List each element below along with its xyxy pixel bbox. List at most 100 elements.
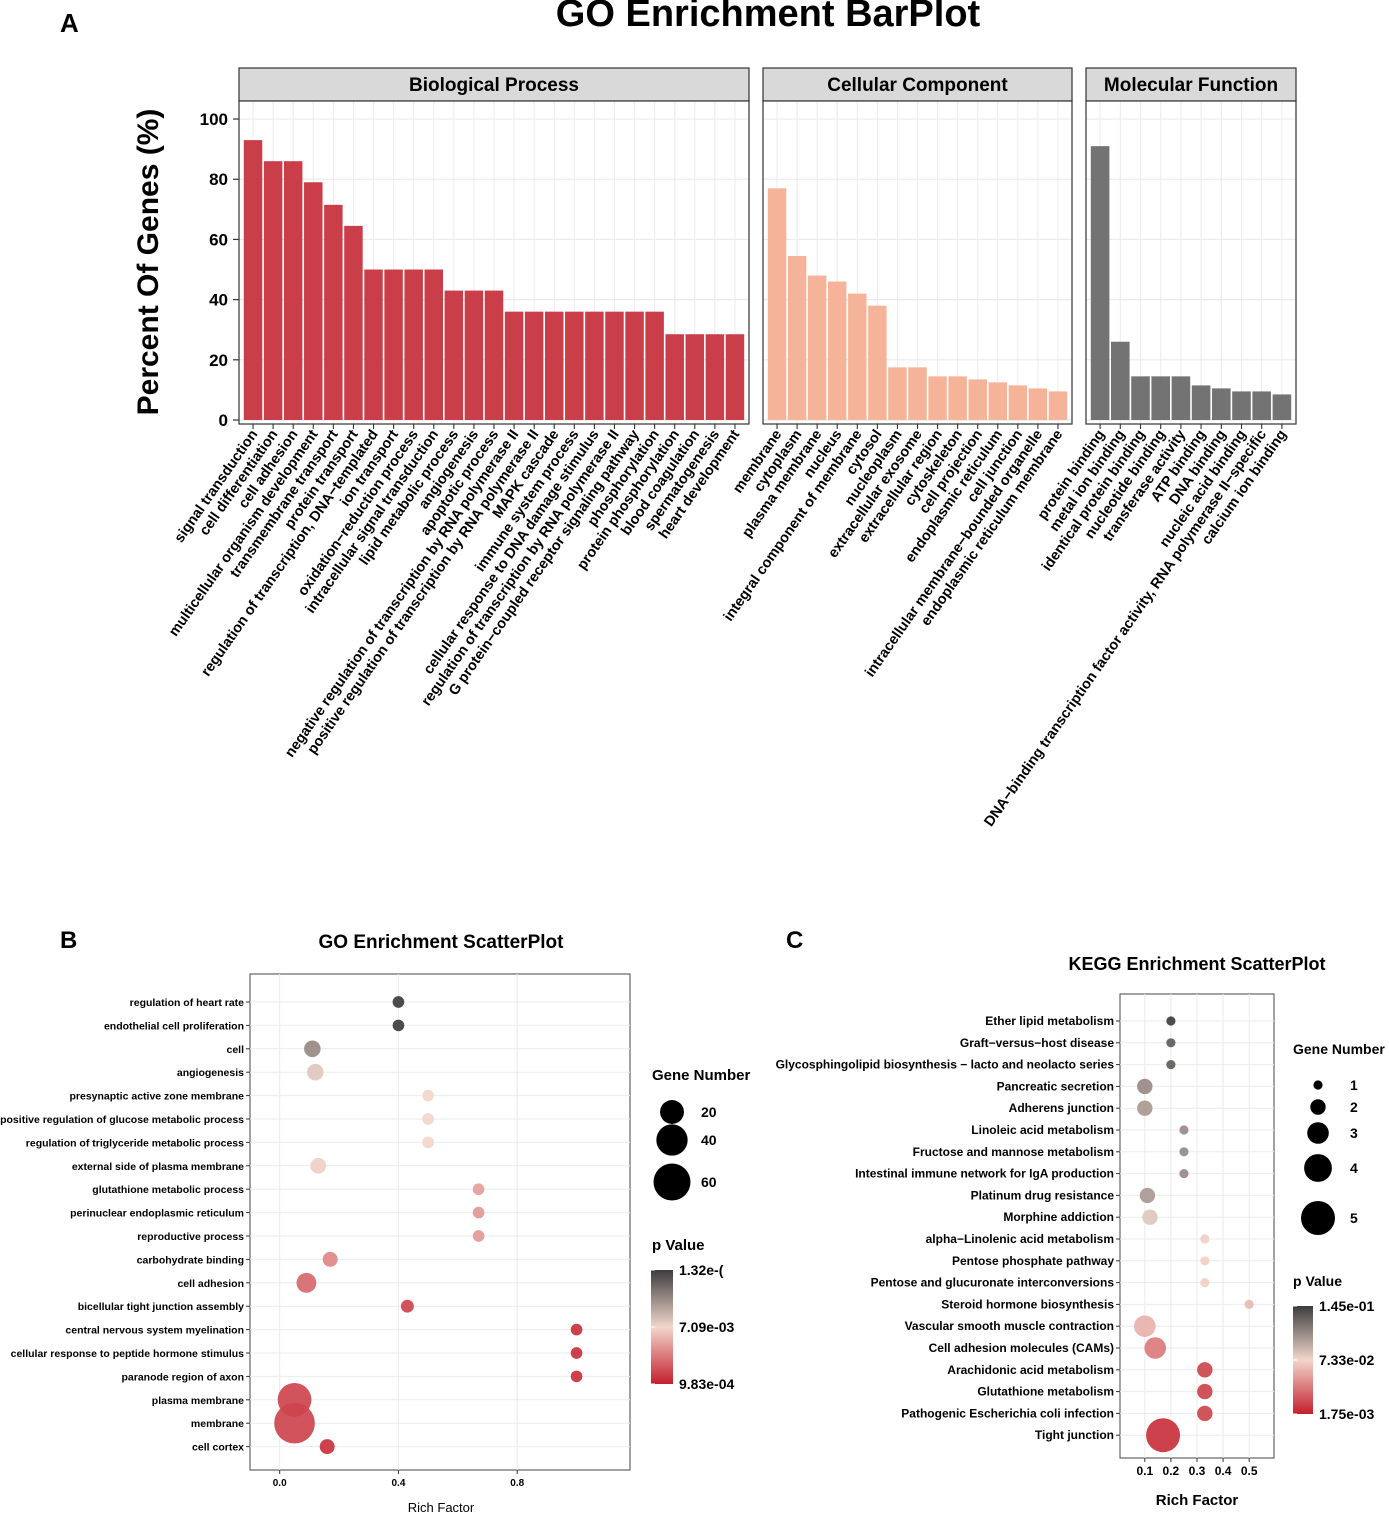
- chart-a-facet-label: Biological Process: [409, 75, 579, 96]
- chart-a-bar: [484, 290, 504, 420]
- chart-c-ytick-label: Fructose and mannose metabolism: [913, 1145, 1114, 1159]
- chart-c-point: [1197, 1383, 1213, 1400]
- chart-b-size-legend-circle: [660, 1100, 684, 1124]
- chart-a-facet-strip: [762, 67, 1073, 102]
- chart-a-ytick-label: 0: [219, 411, 228, 430]
- chart-c-ytick-label: Adherens junction: [1009, 1101, 1114, 1115]
- chart-c-ytick-label: Platinum drug resistance: [971, 1188, 1115, 1202]
- chart-a-bar: [725, 334, 745, 420]
- chart-a-ytick-label: 20: [209, 351, 228, 370]
- chart-c-point: [1142, 1209, 1158, 1225]
- chart-b-ytick-label: paranode region of axon: [121, 1371, 244, 1383]
- chart-b-xlabel: Rich Factor: [408, 1500, 475, 1515]
- chart-b-point: [296, 1272, 317, 1293]
- chart-b-point: [472, 1230, 485, 1242]
- chart-c-ytick-label: alpha−Linolenic acid metabolism: [926, 1232, 1114, 1246]
- chart-c-ytick-label: Steroid hormone biosynthesis: [941, 1297, 1114, 1311]
- chart-b-point: [307, 1063, 324, 1081]
- chart-a-panel-border: [238, 100, 750, 425]
- chart-a-bar: [243, 140, 263, 420]
- chart-a-bar: [364, 269, 383, 420]
- chart-c-ytick-label: Linoleic acid metabolism: [971, 1123, 1114, 1137]
- chart-c-point: [1200, 1256, 1210, 1266]
- chart-c-size-legend-circle: [1313, 1080, 1323, 1090]
- chart-b-point: [322, 1251, 338, 1267]
- chart-c-point: [1144, 1337, 1167, 1359]
- chart-a-bar: [1212, 388, 1231, 420]
- chart-b-ytick-label: cell adhesion: [177, 1278, 244, 1290]
- chart-c-size-legend-label: 2: [1350, 1099, 1358, 1115]
- chart-a-bar: [908, 367, 927, 420]
- chart-b-point: [310, 1157, 327, 1174]
- chart-c-ytick-label: Pentose and glucuronate interconversions: [871, 1276, 1115, 1290]
- chart-b-color-legend-title: p Value: [652, 1237, 705, 1254]
- chart-c-ytick-label: Pancreatic secretion: [997, 1079, 1114, 1093]
- chart-c-title: KEGG Enrichment ScatterPlot: [1068, 954, 1325, 974]
- chart-c-size-legend-label: 4: [1350, 1160, 1358, 1176]
- chart-a-bar: [685, 334, 705, 420]
- chart-b-point: [472, 1183, 485, 1196]
- chart-a-bar: [625, 311, 644, 420]
- chart-c-xtick-label: 0.2: [1163, 1464, 1180, 1478]
- chart-c-plot: Ether lipid metabolism Graft−versus−host …: [776, 993, 1374, 1478]
- chart-c-point: [1146, 1418, 1181, 1453]
- chart-b-ytick-label: endothelial cell proliferation: [104, 1020, 244, 1032]
- chart-c-size-legend-circle: [1304, 1154, 1332, 1182]
- chart-b-size-legend-title: Gene Number: [652, 1067, 751, 1084]
- chart-c-ytick-label: Morphine addiction: [1003, 1210, 1114, 1224]
- chart-a-bar: [1272, 394, 1292, 420]
- chart-c-ytick-label: Pentose phosphate pathway: [952, 1254, 1114, 1268]
- chart-a-bar: [948, 376, 967, 420]
- chart-c-ytick-label: Glycosphingolipid biosynthesis − lacto a…: [776, 1058, 1115, 1072]
- chart-c-point: [1244, 1299, 1254, 1309]
- chart-a-bar: [283, 161, 303, 420]
- chart-a-bar: [605, 311, 624, 420]
- chart-c-point: [1179, 1147, 1189, 1157]
- chart-a-bar: [1028, 388, 1048, 420]
- chart-b-colorbar-label: 1.32e-(: [679, 1262, 724, 1278]
- chart-a-bar: [504, 311, 524, 420]
- chart-a-bar: [304, 182, 323, 420]
- chart-c-colorbar-label: 1.45e-01: [1319, 1298, 1374, 1314]
- chart-a-bar: [384, 269, 403, 420]
- chart-c-point: [1200, 1278, 1210, 1288]
- chart-a-bar: [705, 334, 725, 420]
- panel-letter-a: A: [60, 8, 79, 38]
- chart-c-xtick-label: 0.3: [1189, 1464, 1206, 1478]
- chart-a-bar: [263, 161, 283, 420]
- chart-b-point: [422, 1089, 434, 1102]
- chart-c-ytick-label: Ether lipid metabolism: [985, 1014, 1114, 1028]
- chart-b-ytick-label: perinuclear endoplasmic reticulum: [70, 1208, 244, 1220]
- chart-b-point: [570, 1347, 583, 1359]
- chart-b-xtick-label: 0.0: [273, 1478, 287, 1489]
- chart-b-ytick-label: carbohydrate binding: [137, 1254, 244, 1266]
- chart-a-bar: [787, 255, 807, 420]
- chart-c-colorbar-label: 7.33e-02: [1319, 1352, 1374, 1368]
- chart-a-ylabel: Percent Of Genes (%): [132, 109, 165, 416]
- chart-b-ytick-label: positive regulation of glucose metabolic…: [0, 1114, 244, 1126]
- chart-a-bar: [585, 311, 604, 420]
- chart-c-point: [1200, 1234, 1210, 1244]
- chart-c-ytick-label: Tight junction: [1035, 1428, 1114, 1442]
- chart-a-bar: [1232, 391, 1251, 420]
- chart-c-point: [1137, 1100, 1153, 1116]
- panel-letter-b: B: [60, 927, 77, 954]
- chart-c-size-legend-circle: [1307, 1122, 1329, 1144]
- chart-a-bar: [868, 305, 887, 420]
- chart-c-size-legend-title: Gene Number: [1293, 1041, 1385, 1057]
- chart-b-colorbar: [651, 1270, 673, 1384]
- chart-c-point: [1197, 1362, 1213, 1378]
- chart-a-bar: [1191, 385, 1211, 420]
- chart-a-bar: [404, 269, 423, 420]
- chart-b-colorbar-label: 9.83e-04: [679, 1376, 734, 1392]
- chart-c-point: [1166, 1060, 1176, 1070]
- chart-b-ytick-label: cellular response to peptide hormone sti…: [11, 1348, 245, 1360]
- chart-a-bar: [1111, 341, 1130, 420]
- chart-c-colorbar: [1293, 1306, 1313, 1414]
- chart-b-ytick-label: central nervous system myelination: [65, 1325, 244, 1337]
- chart-b-point: [392, 996, 405, 1008]
- chart-b-point: [392, 1019, 405, 1032]
- chart-b-ytick-label: regulation of heart rate: [130, 997, 245, 1009]
- chart-b-xtick-label: 0.4: [391, 1478, 405, 1489]
